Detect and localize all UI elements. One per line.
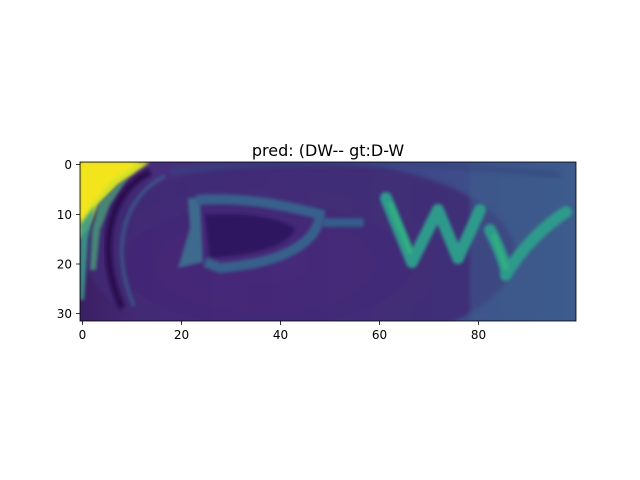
y-tick-label: 20 [57,258,72,272]
axes-frame [79,161,577,322]
x-tick-label: 40 [273,328,288,342]
x-tick-label: 0 [79,328,87,342]
x-tick-label: 20 [174,328,189,342]
y-axis: 0 10 20 30 [57,158,80,321]
y-tick-label: 10 [57,208,72,222]
plot-title: pred: (DW-- gt:D-W [252,141,404,160]
x-tick-label: 60 [372,328,387,342]
x-axis: 0 20 40 60 80 [79,321,486,342]
y-tick-label: 0 [64,158,72,172]
x-tick-label: 80 [471,328,486,342]
y-tick-label: 30 [57,307,72,321]
heatmap-image [80,162,576,321]
